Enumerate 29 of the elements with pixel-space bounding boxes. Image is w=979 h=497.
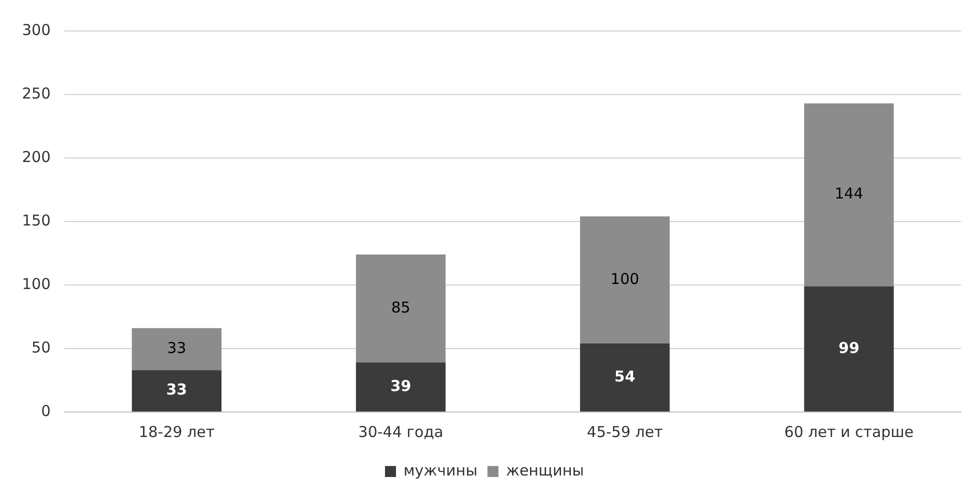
data-label: 85: [391, 298, 410, 316]
bar: [132, 370, 222, 412]
y-tick-label: 250: [22, 84, 51, 102]
y-tick-label: 150: [22, 211, 51, 230]
x-tick-label: 45-59 лет: [586, 422, 664, 441]
data-label: 33: [167, 339, 186, 358]
x-tick-label: 60 лет и старше: [784, 422, 914, 441]
x-tick-label: 30-44 года: [358, 422, 444, 441]
legend-label: мужчины: [403, 461, 478, 480]
bar: [132, 328, 222, 370]
y-tick-label: 0: [41, 402, 51, 420]
y-tick-label: 300: [22, 20, 51, 39]
bar: [804, 103, 894, 286]
y-tick-label: 50: [32, 338, 51, 356]
data-label: 33: [166, 380, 188, 399]
bar: [580, 343, 670, 412]
x-tick-label: 18-29 лет: [138, 422, 215, 441]
data-label: 100: [610, 270, 640, 288]
bar: [356, 362, 446, 412]
data-label: 54: [614, 367, 636, 386]
data-label: 99: [838, 338, 860, 357]
data-label: 144: [834, 184, 864, 203]
bar: [804, 286, 894, 412]
legend-label: женщины: [506, 461, 584, 480]
bar: [356, 254, 446, 362]
bar: [580, 216, 670, 344]
data-label: 39: [390, 376, 412, 395]
y-tick-label: 100: [22, 274, 51, 293]
y-tick-label: 200: [22, 148, 51, 166]
